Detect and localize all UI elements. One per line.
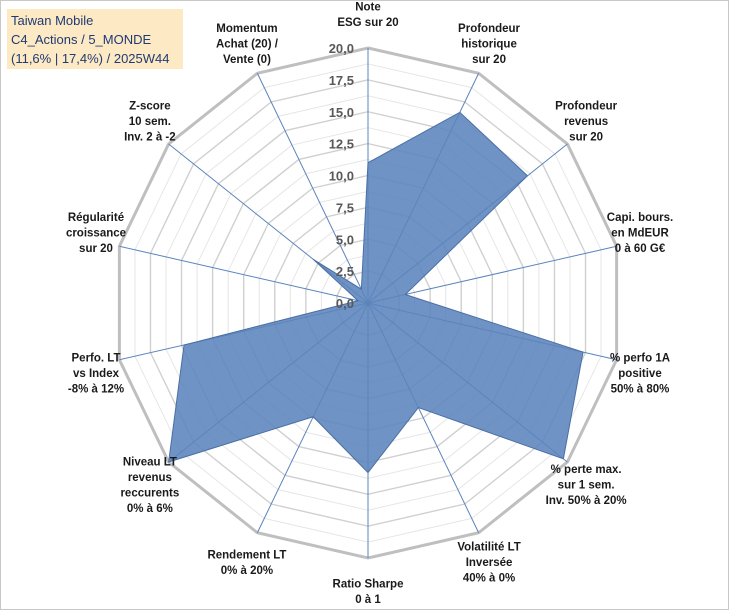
tick-label: 20,0 (329, 41, 354, 56)
axis-label: Z-score 10 sem. Inv. 2 à -2 (124, 100, 176, 143)
radar-spoke (119, 245, 369, 304)
tick-label: 0,0 (336, 296, 354, 311)
radar-series (168, 111, 584, 474)
title-line-3: (11,6% | 17,4%) / 2025W44 (11, 51, 170, 66)
radar-axis-labels: Note ESG sur 20 Profondeur historique sur 20… (66, 2, 673, 607)
axis-label: Profondeur historique sur 20 (458, 23, 520, 66)
axis-label: Profondeur revenus sur 20 (555, 100, 617, 143)
tick-label: 10,0 (329, 169, 354, 184)
radar-tick-labels: 0,0 2,5 5,0 7,5 10,0 12,5 15,0 17,5 20,0 (329, 41, 354, 311)
axis-label: Momentum Achat (20) / Vente (0) (216, 23, 279, 66)
tick-label: 17,5 (329, 73, 354, 88)
series-area (168, 111, 584, 474)
axis-label: Régularité croissance sur 20 (66, 212, 126, 255)
tick-label: 12,5 (329, 137, 354, 152)
axis-label: Perfo. LT vs Index -8% à 12% (68, 352, 124, 395)
axis-label: Rendement LT 0% à 20% (207, 549, 286, 577)
tick-label: 5,0 (336, 232, 354, 247)
tick-label: 15,0 (329, 105, 354, 120)
axis-label: Note ESG sur 20 (337, 2, 398, 30)
radar-spoke (367, 245, 617, 304)
title-line-2: C4_Actions / 5_MONDE (11, 32, 152, 47)
chart-title-box: Taiwan Mobile C4_Actions / 5_MONDE (11,6… (7, 9, 183, 69)
axis-label: % perte max. sur 1 sem. Inv. 50% à 20% (546, 464, 627, 507)
axis-label: Volatilité LT Inversée 40% à 0% (457, 542, 520, 585)
axis-label: Niveau LT revenus reccurents 0% à 6% (120, 456, 179, 514)
axis-label: Capi. bours. en MdEUR 0 à 60 G€ (607, 212, 673, 255)
title-line-1: Taiwan Mobile (11, 13, 94, 28)
axis-label: Ratio Sharpe 0 à 1 (333, 579, 404, 607)
tick-label: 7,5 (336, 200, 354, 215)
axis-label: % perfo 1A positive 50% à 80% (610, 352, 670, 395)
radar-spoke (256, 73, 369, 304)
tick-label: 2,5 (336, 264, 354, 279)
